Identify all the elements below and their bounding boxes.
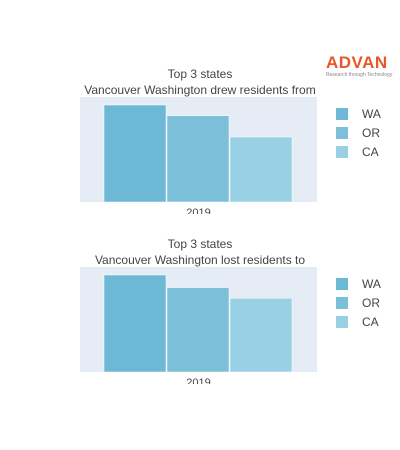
chart-svg: Top 3 states Vancouver Washington drew re… xyxy=(80,67,381,214)
legend-swatch-ca[interactable] xyxy=(336,316,348,328)
bar-wa xyxy=(103,104,167,203)
logo-tagline: Research through Technology xyxy=(326,72,393,78)
bar-ca xyxy=(229,298,293,373)
chart-lost-residents-to: Top 3 states Vancouver Washington lost re… xyxy=(0,234,400,384)
bar-wa xyxy=(103,274,167,373)
chart-title-line-1: Vancouver Washington drew residents from xyxy=(84,83,315,97)
legend-label-wa[interactable]: WA xyxy=(362,107,381,121)
x-tick-label: 2019 xyxy=(186,207,210,214)
legend-swatch-ca[interactable] xyxy=(336,146,348,158)
legend-label-or[interactable]: OR xyxy=(362,296,380,310)
legend-label-ca[interactable]: CA xyxy=(362,315,379,329)
legend-swatch-or[interactable] xyxy=(336,127,348,139)
chart-svg: Top 3 states Vancouver Washington lost re… xyxy=(80,237,381,384)
x-tick-label: 2019 xyxy=(186,377,210,384)
chart-drew-residents-from: Top 3 states Vancouver Washington drew re… xyxy=(0,64,400,214)
legend-swatch-or[interactable] xyxy=(336,297,348,309)
chart-title-line-0: Top 3 states xyxy=(168,237,233,251)
bar-or xyxy=(166,115,230,203)
legend-label-or[interactable]: OR xyxy=(362,126,380,140)
bar-ca xyxy=(229,136,293,203)
chart-title-line-0: Top 3 states xyxy=(168,67,233,81)
chart-title-line-1: Vancouver Washington lost residents to xyxy=(95,253,305,267)
advan-logo: ADVAN Research through Technology xyxy=(326,54,396,78)
bar-or xyxy=(166,287,230,373)
legend-swatch-wa[interactable] xyxy=(336,108,348,120)
legend-label-wa[interactable]: WA xyxy=(362,277,381,291)
logo-wordmark: ADVAN xyxy=(326,53,388,72)
legend-swatch-wa[interactable] xyxy=(336,278,348,290)
legend-label-ca[interactable]: CA xyxy=(362,145,379,159)
